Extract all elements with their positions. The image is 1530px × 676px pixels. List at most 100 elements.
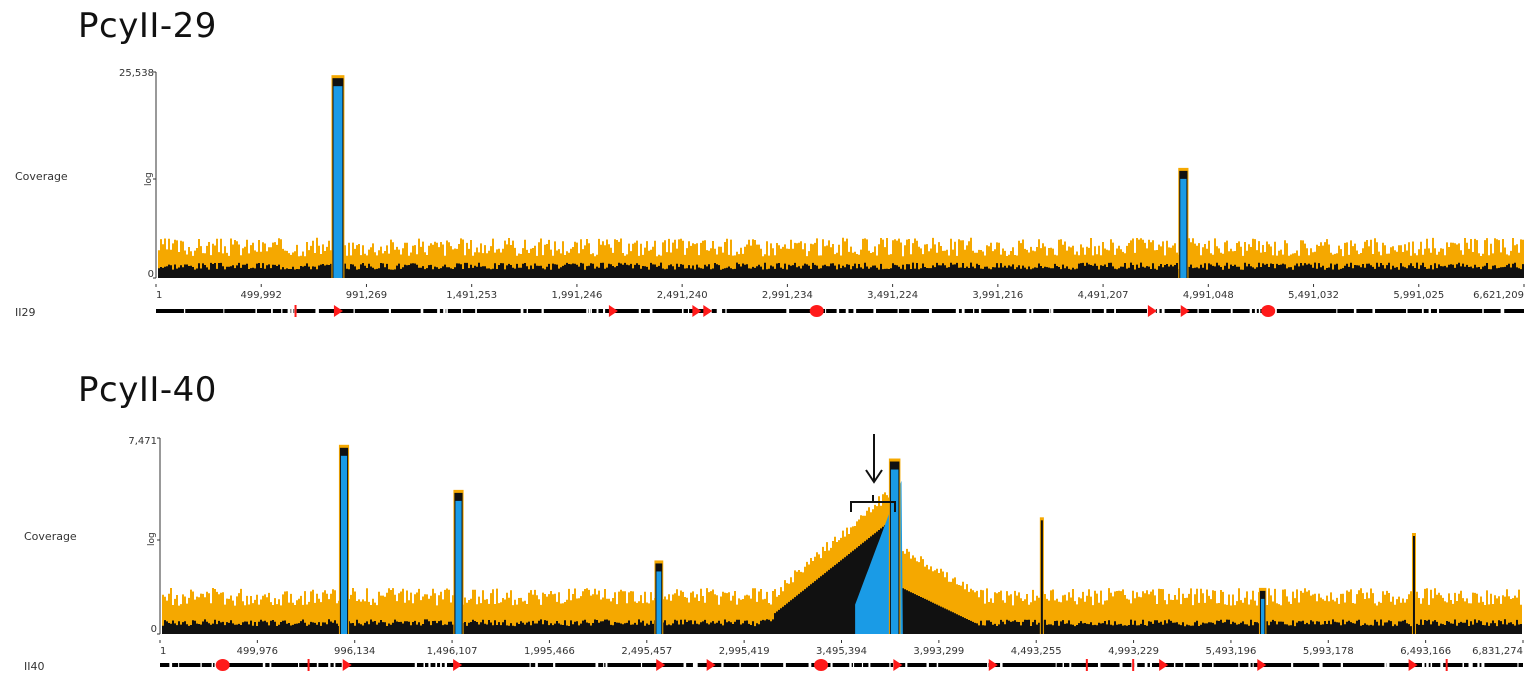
track-gap <box>1156 308 1160 314</box>
track-gap <box>1436 308 1440 314</box>
track-gap <box>681 308 684 314</box>
track-gap <box>288 308 290 314</box>
track-gap <box>979 308 982 314</box>
ruler-tick-label: 1,496,107 <box>427 646 478 657</box>
track-gap <box>1319 662 1323 668</box>
track-gap <box>461 308 463 314</box>
track-gap <box>1144 662 1148 668</box>
track-gap <box>845 308 849 314</box>
track-gap <box>529 662 531 668</box>
track-gap <box>1421 662 1425 668</box>
track-gap <box>223 308 225 314</box>
ruler-tick-label: 5,993,178 <box>1303 646 1354 657</box>
track-gap <box>588 308 591 314</box>
ruler-tick-label: 5,491,032 <box>1288 290 1339 301</box>
feature-arrow-icon <box>703 305 713 317</box>
track-gap <box>889 662 891 668</box>
track-gap <box>1291 662 1294 668</box>
track-gap <box>1134 662 1138 668</box>
track-gap <box>1336 308 1338 314</box>
track-gap <box>1161 308 1165 314</box>
track-gap <box>423 662 425 668</box>
track-gap <box>541 308 544 314</box>
feature-arrow-icon <box>706 659 716 671</box>
track-gap <box>1090 308 1092 314</box>
track-gap <box>1468 662 1471 668</box>
track-gap <box>1406 308 1408 314</box>
track-gap <box>214 662 217 668</box>
track-gap <box>1149 662 1152 668</box>
track-gap <box>825 308 827 314</box>
ruler-tick-label: 2,995,419 <box>719 646 770 657</box>
track-gap <box>1387 662 1390 668</box>
track-gap <box>1501 308 1505 314</box>
track-gap <box>590 308 592 314</box>
ruler-tick-label: 3,491,224 <box>867 290 918 301</box>
peak-black <box>1040 520 1043 634</box>
track-gap <box>605 662 607 668</box>
ruler-tick-label: 2,491,240 <box>657 290 708 301</box>
coverage-label: Coverage <box>15 170 68 183</box>
track-gap <box>183 308 186 314</box>
track-gap <box>603 308 606 314</box>
track-gap <box>1009 308 1013 314</box>
ruler-tick-label: 3,991,216 <box>972 290 1023 301</box>
panel-title: PcyII-29 <box>78 6 217 46</box>
track-gap <box>475 308 477 314</box>
peak-blue <box>455 500 462 634</box>
track-gap <box>987 662 989 668</box>
track-gap <box>1062 662 1064 668</box>
feature-arrow-icon <box>1257 659 1267 671</box>
track-gap <box>200 662 202 668</box>
track-gap <box>640 662 643 668</box>
coverage-label: Coverage <box>24 530 77 543</box>
feature-arrow-icon <box>453 659 463 671</box>
track-gap <box>1197 308 1199 314</box>
track-gap <box>786 308 790 314</box>
track-gap <box>783 662 786 668</box>
track-gap <box>388 308 391 314</box>
feature-arrow-icon <box>1408 659 1418 671</box>
panel-pcyii-29: PcyII-29 Coverage 25,538 0 log II29 1 499… <box>15 6 1525 319</box>
feature-arrow-icon <box>1147 305 1157 317</box>
coverage-background <box>158 237 1524 278</box>
track-gap <box>333 662 336 668</box>
track-gap <box>868 662 871 668</box>
ruler-tick-label: 996,134 <box>334 646 375 657</box>
ruler-tick-label: 4,991,048 <box>1183 290 1234 301</box>
feature-arrow-icon <box>608 305 618 317</box>
ruler-tick-label: 6,621,209 <box>1473 290 1524 301</box>
feature-track <box>156 305 1524 317</box>
track-gap <box>603 662 605 668</box>
track-gap <box>586 308 589 314</box>
track-gap <box>1482 662 1485 668</box>
track-gap <box>1482 308 1484 314</box>
track-gap <box>520 308 524 314</box>
y-min-label: 0 <box>150 624 157 635</box>
feature-blob-icon <box>814 659 829 671</box>
track-gap <box>897 308 899 314</box>
position-ruler: 1 499,992 991,269 1,491,253 1,991,246 2,491,2… <box>155 284 1525 301</box>
track-gap <box>978 308 981 314</box>
track-gap <box>353 308 355 314</box>
ruler-tick-label: 1 <box>156 290 162 301</box>
track-gap <box>1097 662 1101 668</box>
panel-pcyii-40: PcyII-40 Coverage 7,471 0 log II40 1 499,… <box>0 360 1530 676</box>
track-gap <box>873 308 877 314</box>
track-gap <box>1469 662 1473 668</box>
track-gap <box>315 308 317 314</box>
track-gap <box>1354 308 1356 314</box>
peak-black <box>1412 536 1415 634</box>
track-gap <box>687 308 690 314</box>
track-gap <box>1120 662 1123 668</box>
track-gap <box>1114 308 1116 314</box>
track-gap <box>1462 662 1465 668</box>
track-gap <box>649 308 653 314</box>
ruler-tick-label: 2,495,457 <box>621 646 672 657</box>
track-gap <box>936 662 939 668</box>
track-gap <box>836 308 840 314</box>
peak-blue <box>1260 598 1265 634</box>
track-gap <box>955 308 958 314</box>
scale-label: log <box>147 532 157 546</box>
ruler-tick-label: 4,491,207 <box>1078 290 1129 301</box>
